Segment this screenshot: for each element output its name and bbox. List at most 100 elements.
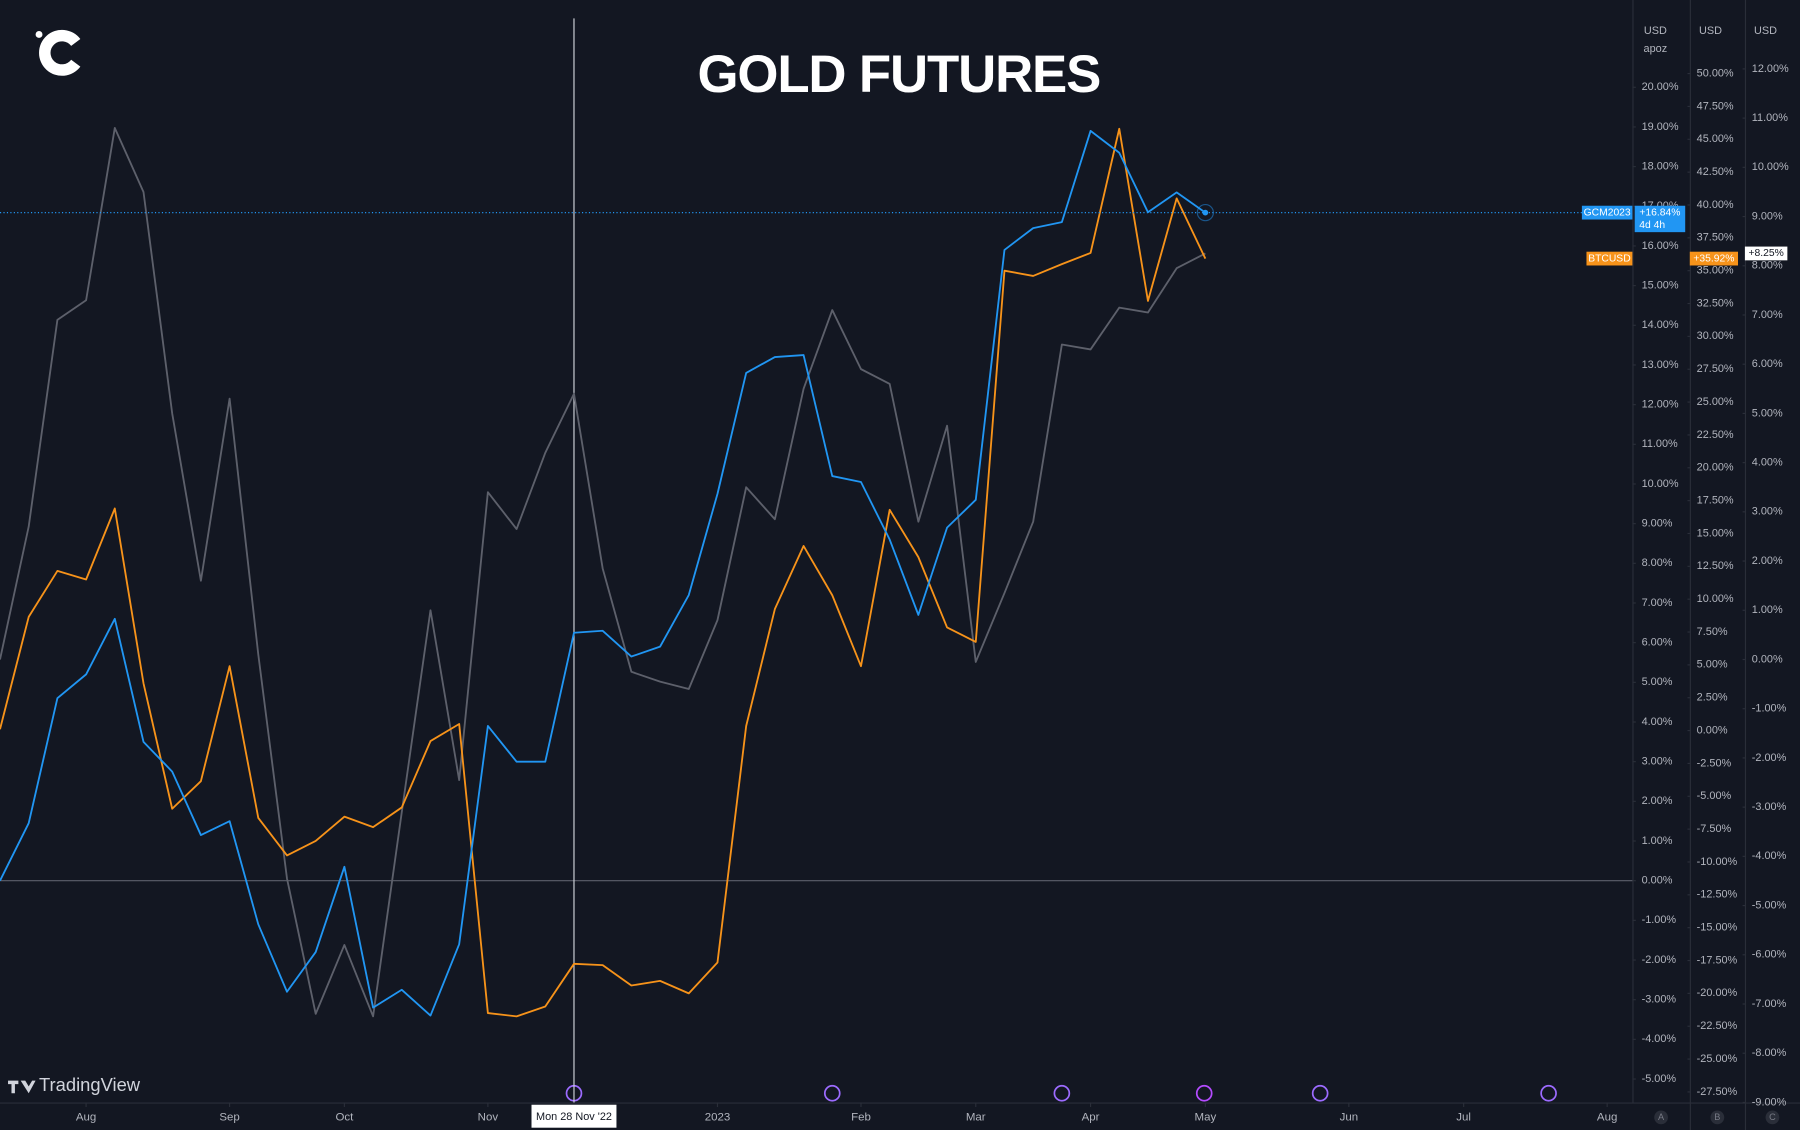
series-line — [0, 127, 1206, 1018]
y-tick-label: -1.00% — [1752, 703, 1787, 715]
x-tick-label: May — [1195, 1111, 1217, 1123]
pane-label: C — [1769, 1112, 1776, 1122]
x-tick-label: Jun — [1340, 1111, 1358, 1123]
axis-currency: USD — [1644, 25, 1667, 37]
y-tick-label: 0.00% — [1752, 653, 1783, 665]
y-tick-label: -2.50% — [1697, 757, 1732, 769]
y-tick-label: 3.00% — [1642, 756, 1673, 768]
y-tick-label: -7.00% — [1752, 998, 1787, 1010]
y-tick-label: 12.00% — [1642, 399, 1679, 411]
y-tick-label: 37.50% — [1697, 232, 1734, 244]
y-tick-label: 15.00% — [1642, 280, 1679, 292]
x-tick-label: Aug — [1597, 1111, 1617, 1123]
y-tick-label: -15.00% — [1697, 922, 1738, 934]
event-icon[interactable] — [1053, 1084, 1071, 1102]
x-tick-label: 2023 — [705, 1111, 731, 1123]
y-tick-label: 2.00% — [1752, 555, 1783, 567]
crosshair-label: Mon 28 Nov '22 — [536, 1111, 612, 1123]
y-tick-label: 32.50% — [1697, 297, 1734, 309]
last-point — [1202, 209, 1209, 216]
y-tick-label: -2.00% — [1642, 954, 1677, 966]
event-icon[interactable] — [1540, 1084, 1557, 1102]
event-icon[interactable] — [823, 1084, 841, 1102]
y-tick-label: 15.00% — [1697, 527, 1734, 539]
last-point-halo — [1196, 204, 1214, 222]
pane-button[interactable] — [1765, 1110, 1780, 1125]
x-tick-label: Jul — [1456, 1111, 1471, 1123]
y-tick-label: 12.50% — [1697, 560, 1734, 572]
series-name: GCM2023 — [1584, 207, 1631, 218]
y-tick-label: 11.00% — [1642, 438, 1678, 450]
y-tick-label: 9.00% — [1752, 210, 1783, 222]
x-tick-label: Sep — [219, 1111, 239, 1123]
y-tick-label: -27.50% — [1697, 1086, 1738, 1098]
y-tick-label: 20.00% — [1642, 81, 1679, 93]
y-tick-label: 5.00% — [1642, 676, 1673, 688]
x-tick-label: Apr — [1082, 1111, 1100, 1123]
y-tick-label: -5.00% — [1697, 790, 1732, 802]
y-tick-label: -4.00% — [1642, 1033, 1677, 1045]
x-tick-label: Nov — [478, 1111, 499, 1123]
series-line — [0, 127, 1207, 1018]
y-tick-label: 30.00% — [1697, 330, 1734, 342]
y-tick-label: 6.00% — [1642, 637, 1673, 649]
y-tick-label: -10.00% — [1697, 856, 1738, 868]
crosshair-tag — [531, 1104, 617, 1128]
y-tick-label: 0.00% — [1697, 724, 1728, 736]
logo-dot — [35, 31, 43, 38]
y-tick-label: -5.00% — [1642, 1073, 1677, 1085]
y-tick-label: 42.50% — [1697, 166, 1734, 178]
y-tick-label: 7.00% — [1752, 309, 1783, 321]
y-tick-label: 2.50% — [1697, 692, 1728, 704]
logo — [35, 29, 81, 76]
pane-label: A — [1658, 1112, 1665, 1122]
brand-name: TradingView — [39, 1074, 141, 1095]
y-tick-label: -22.50% — [1697, 1020, 1738, 1032]
y-tick-label: 22.50% — [1697, 429, 1734, 441]
y-tick-label: 0.00% — [1642, 875, 1673, 887]
x-tick-label: Mar — [966, 1111, 986, 1123]
y-tick-label: -17.50% — [1697, 954, 1738, 966]
event-icon[interactable] — [1311, 1084, 1329, 1102]
pane-button[interactable] — [1710, 1110, 1725, 1125]
y-tick-label: 1.00% — [1752, 604, 1783, 616]
y-tick-label: 8.00% — [1752, 260, 1783, 272]
pane-button[interactable] — [1654, 1110, 1668, 1125]
y-tick-label: 45.00% — [1697, 133, 1734, 145]
y-tick-label: 40.00% — [1697, 199, 1734, 211]
y-tick-label: 25.00% — [1697, 396, 1734, 408]
series-name: BTCUSD — [1588, 253, 1630, 264]
y-tick-label: 14.00% — [1642, 319, 1679, 331]
y-tick-label: 7.00% — [1642, 597, 1673, 609]
last-value-label: +16.84% — [1639, 207, 1680, 218]
y-tick-label: -20.00% — [1697, 987, 1738, 999]
y-tick-label: 16.00% — [1642, 240, 1679, 252]
y-tick-label: -9.00% — [1752, 1096, 1787, 1108]
y-tick-label: 13.00% — [1642, 359, 1679, 371]
last-value-tag — [1689, 251, 1739, 266]
y-tick-label: 10.00% — [1752, 161, 1789, 173]
y-tick-label: 17.50% — [1697, 495, 1734, 507]
logo-dot — [63, 67, 71, 75]
y-tick-label: 35.00% — [1697, 265, 1734, 277]
event-icon[interactable] — [1195, 1084, 1213, 1102]
axis-currency: USD — [1754, 25, 1777, 37]
last-value-label: +35.92% — [1693, 253, 1734, 264]
y-tick-label: -5.00% — [1752, 899, 1787, 911]
y-tick-label: 8.00% — [1642, 557, 1673, 569]
series-name-tag — [1586, 251, 1633, 266]
last-value-label: +8.25% — [1748, 248, 1783, 259]
y-tick-label: 27.50% — [1697, 363, 1734, 375]
y-tick-label: 50.00% — [1697, 67, 1734, 79]
last-value-tag — [1634, 205, 1686, 233]
countdown: 4d 4h — [1639, 220, 1665, 231]
y-tick-label: -6.00% — [1752, 949, 1787, 961]
brand-mark — [8, 1080, 36, 1094]
y-tick-label: 4.00% — [1642, 716, 1673, 728]
y-tick-label: 6.00% — [1752, 358, 1783, 370]
y-tick-label: -4.00% — [1752, 850, 1787, 862]
y-tick-label: 7.50% — [1697, 626, 1728, 638]
